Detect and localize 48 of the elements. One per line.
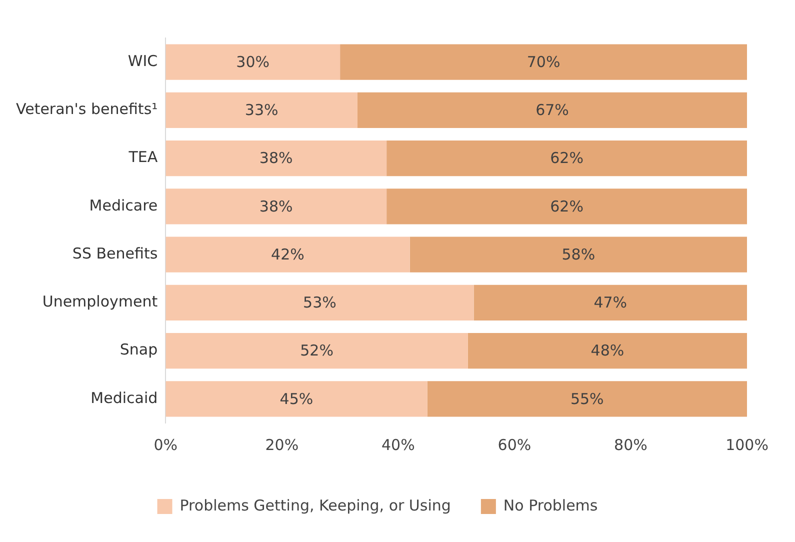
bar	[468, 333, 747, 369]
x-tick-label: 0%	[154, 436, 178, 454]
x-tick-label: 100%	[726, 436, 768, 454]
bar	[166, 188, 387, 224]
y-tick-label: Snap	[120, 340, 158, 359]
bar	[386, 188, 747, 224]
bar	[166, 44, 340, 80]
data-label: 70%	[526, 52, 560, 71]
bar	[340, 44, 747, 80]
x-tick-label: 20%	[265, 436, 299, 454]
bar	[166, 284, 474, 320]
data-label: 42%	[271, 245, 304, 264]
bar	[166, 333, 468, 369]
y-tick-label: TEA	[128, 148, 158, 166]
bar	[357, 92, 747, 128]
data-label: 33%	[244, 101, 278, 120]
data-label: 67%	[536, 101, 569, 120]
bar	[474, 284, 747, 320]
data-label: 53%	[303, 294, 336, 312]
y-tick-label: WIC	[128, 52, 158, 70]
y-tick-label: SS Benefits	[72, 244, 158, 262]
y-tick-label: Medicare	[89, 196, 158, 214]
bar	[427, 381, 747, 417]
y-tick-label: Unemployment	[42, 292, 158, 311]
data-label: 55%	[570, 390, 604, 408]
bar	[386, 140, 747, 176]
bar	[166, 140, 387, 176]
y-tick-label: Medicaid	[90, 388, 158, 407]
x-tick-label: 60%	[498, 436, 532, 454]
data-label: 52%	[300, 342, 334, 360]
data-label: 38%	[259, 197, 293, 216]
bar	[410, 236, 747, 272]
data-label: 58%	[562, 245, 596, 264]
data-label: 48%	[590, 342, 624, 360]
legend-label: Problems Getting, Keeping, or Using	[180, 496, 451, 514]
bar	[166, 92, 358, 128]
data-label: 30%	[236, 52, 270, 71]
y-tick-label: Veteran's benefits¹	[16, 100, 158, 118]
legend-label: No Problems	[503, 496, 598, 514]
x-tick-label: 40%	[382, 436, 415, 454]
data-label: 62%	[550, 149, 584, 168]
x-tick-label: 80%	[614, 436, 648, 454]
bar	[166, 381, 428, 417]
data-label: 47%	[594, 294, 628, 312]
data-label: 45%	[280, 390, 314, 408]
data-label: 38%	[259, 149, 293, 168]
bar	[166, 236, 410, 272]
data-label: 62%	[550, 197, 584, 216]
